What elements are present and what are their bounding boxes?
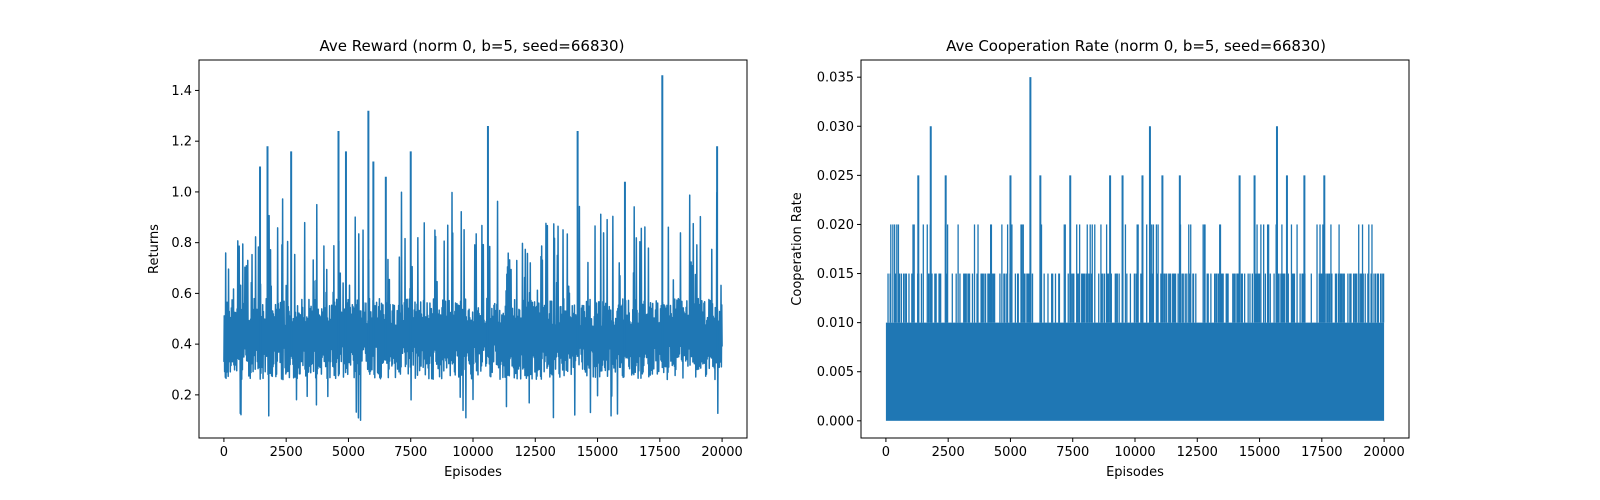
reward-x-axis-label: Episodes [444, 465, 502, 480]
cooperation-y-tick-label: 0.015 [817, 267, 854, 282]
cooperation-x-tick-label: 5000 [994, 445, 1027, 460]
cooperation-chart-title: Ave Cooperation Rate (norm 0, b=5, seed=… [946, 37, 1326, 55]
reward-x-ticks: 0 2500 5000 7500 10000 12500 15000 17500 20000 [220, 438, 743, 460]
reward-y-tick-label: 1.2 [171, 135, 192, 150]
cooperation-y-tick-label: 0.010 [817, 316, 854, 331]
cooperation-x-tick-label: 17500 [1301, 445, 1342, 460]
reward-x-tick-label: 5000 [332, 445, 365, 460]
reward-y-tick-label: 1.0 [171, 185, 192, 200]
cooperation-plot-area [885, 77, 1385, 421]
reward-chart-title: Ave Reward (norm 0, b=5, seed=66830) [320, 37, 625, 55]
cooperation-y-tick-label: 0.020 [817, 218, 854, 233]
reward-x-tick-label: 12500 [515, 445, 556, 460]
reward-y-tick-label: 0.8 [171, 236, 192, 251]
reward-y-ticks: 0.2 0.4 0.6 0.8 1.0 1.2 1.4 [171, 84, 199, 403]
cooperation-x-tick-label: 20000 [1363, 445, 1404, 460]
cooperation-x-tick-label: 12500 [1177, 445, 1218, 460]
cooperation-y-tick-label: 0.035 [817, 71, 854, 86]
reward-y-tick-label: 0.2 [171, 388, 192, 403]
reward-y-tick-label: 0.4 [171, 338, 192, 353]
reward-plot-area [223, 75, 723, 421]
reward-y-tick-label: 0.6 [171, 287, 192, 302]
reward-x-tick-label: 20000 [701, 445, 742, 460]
cooperation-dense-band [885, 322, 1385, 421]
cooperation-x-ticks: 0 2500 5000 7500 10000 12500 15000 17500 20000 [882, 438, 1405, 460]
reward-series-line [223, 191, 723, 421]
cooperation-y-tick-label: 0.000 [817, 414, 854, 429]
reward-x-tick-label: 15000 [577, 445, 618, 460]
reward-x-tick-label: 10000 [452, 445, 493, 460]
reward-y-tick-label: 1.4 [171, 84, 192, 99]
reward-x-tick-label: 2500 [270, 445, 303, 460]
cooperation-x-tick-label: 15000 [1239, 445, 1280, 460]
cooperation-y-tick-label: 0.025 [817, 169, 854, 184]
reward-x-tick-label: 17500 [639, 445, 680, 460]
cooperation-y-ticks: 0.000 0.005 0.010 0.015 0.020 0.025 0.030 0.035 [817, 71, 861, 429]
cooperation-x-tick-label: 0 [882, 445, 890, 460]
reward-chart: Ave Reward (norm 0, b=5, seed=66830) 0 25… [147, 37, 748, 480]
reward-y-axis-label: Returns [147, 224, 162, 274]
cooperation-y-tick-label: 0.030 [817, 120, 854, 135]
cooperation-x-tick-label: 7500 [1056, 445, 1089, 460]
cooperation-x-tick-label: 10000 [1114, 445, 1155, 460]
cooperation-y-tick-label: 0.005 [817, 365, 854, 380]
cooperation-x-tick-label: 2500 [932, 445, 965, 460]
reward-x-tick-label: 0 [220, 445, 228, 460]
reward-x-tick-label: 7500 [394, 445, 427, 460]
cooperation-x-axis-label: Episodes [1106, 465, 1164, 480]
cooperation-chart: Ave Cooperation Rate (norm 0, b=5, seed=… [790, 37, 1410, 480]
cooperation-y-axis-label: Cooperation Rate [790, 192, 805, 305]
